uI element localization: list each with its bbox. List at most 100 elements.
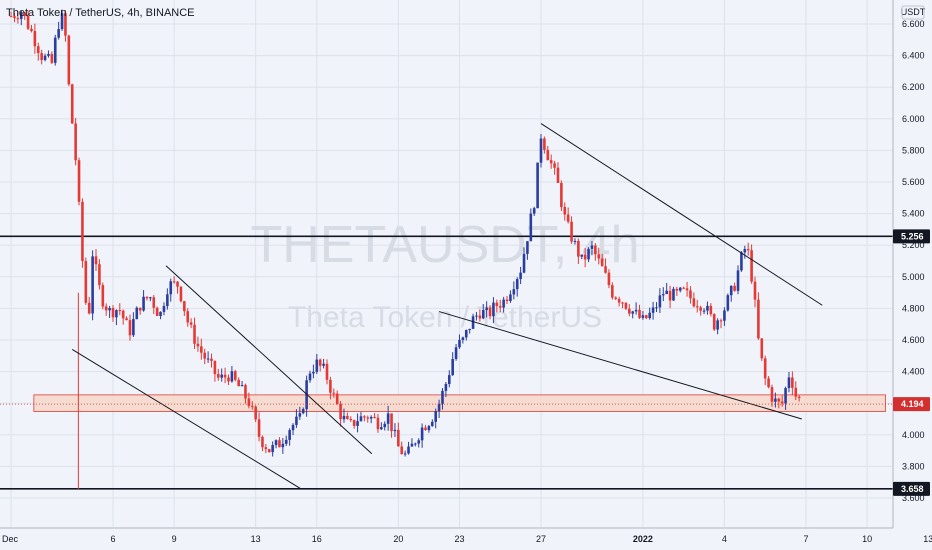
candle [709, 303, 713, 317]
time-axis[interactable]: Dec 6 9 13 16 20 23 27 2022 4 7 10 13 [0, 527, 932, 544]
candle [329, 376, 332, 400]
level-badge-label: 5.256 [901, 231, 924, 241]
candle [53, 34, 57, 66]
candle [172, 276, 176, 284]
candle [410, 438, 414, 447]
candle [393, 423, 397, 438]
trendline[interactable] [71, 349, 301, 489]
candle [84, 257, 88, 305]
candle [67, 34, 71, 87]
level-badge-label: 3.658 [901, 484, 924, 494]
candle [335, 390, 339, 405]
trendline[interactable] [165, 265, 373, 455]
candle [376, 413, 380, 433]
candle [532, 206, 536, 216]
price-tick-label: 5.800 [902, 145, 925, 155]
candle [580, 254, 584, 260]
candle [356, 413, 359, 433]
candle [774, 392, 777, 408]
candle [264, 444, 268, 454]
candle [121, 309, 125, 325]
candle [689, 286, 692, 304]
candle [729, 285, 733, 302]
candle [641, 311, 645, 320]
candle [750, 244, 753, 284]
candle [607, 269, 611, 289]
price-tick-label: 6.200 [902, 82, 925, 92]
candle [566, 207, 570, 224]
candle [719, 318, 723, 329]
candle [30, 24, 33, 33]
candle [230, 365, 234, 383]
candle [132, 312, 135, 338]
candle [50, 51, 54, 65]
symbol-title[interactable]: Theta Token / TetherUS, 4h, BINANCE [6, 7, 195, 19]
candle [464, 329, 468, 341]
price-tick-label: 5.000 [902, 272, 925, 282]
candle [40, 49, 43, 65]
candle [94, 249, 98, 272]
candle [318, 358, 322, 372]
candle [767, 376, 770, 389]
candle [183, 300, 186, 316]
candle [685, 281, 689, 297]
candle [539, 134, 543, 168]
candle [549, 154, 553, 169]
price-tick-label: 6.600 [902, 19, 925, 29]
candle [583, 248, 587, 268]
price-tick-label: 3.800 [902, 461, 925, 471]
candle [441, 388, 444, 410]
candle [403, 450, 407, 457]
trendline[interactable] [438, 311, 803, 420]
candle [33, 23, 37, 54]
candle [624, 302, 628, 311]
candle [74, 118, 77, 166]
candle [203, 348, 207, 365]
candle [254, 405, 257, 423]
candle [16, 11, 20, 24]
candle [169, 278, 173, 302]
candle [417, 438, 421, 448]
price-axis[interactable]: USDT 6.600 6.400 6.200 6.000 5.800 5.600 5.400 5… [892, 0, 932, 550]
candle [142, 290, 145, 312]
candle [400, 441, 404, 455]
time-tick-label: 16 [312, 534, 322, 544]
candle [359, 412, 363, 422]
watermark-ticker: THETAUSDT, 4h [250, 216, 639, 274]
candle [237, 377, 240, 387]
candle [414, 442, 417, 447]
price-tick-label: 4.600 [902, 335, 925, 345]
candle [261, 435, 264, 452]
candle [407, 441, 410, 455]
candle [645, 314, 648, 320]
candle [665, 282, 668, 295]
trendline[interactable] [540, 123, 823, 306]
candle [145, 296, 149, 301]
candle [444, 381, 448, 398]
candle [668, 285, 672, 309]
candle [257, 412, 261, 442]
candle [753, 276, 757, 308]
candle [186, 308, 190, 327]
candle [91, 250, 94, 321]
candle [383, 421, 387, 431]
candle [420, 423, 424, 448]
candle [712, 313, 716, 331]
candle [617, 296, 621, 307]
candle [60, 9, 64, 31]
candle [196, 336, 200, 352]
watermark: THETAUSDT, 4h Theta Token / TetherUS [250, 216, 639, 334]
candle [522, 247, 526, 274]
candle [509, 290, 512, 303]
candle [349, 416, 353, 423]
candle [746, 242, 750, 256]
time-tick-label: Dec [2, 534, 19, 544]
candle [233, 369, 237, 382]
candle [760, 338, 764, 362]
candle [648, 307, 651, 320]
candle [519, 266, 522, 285]
candle [515, 277, 519, 297]
trendlines [71, 123, 823, 489]
